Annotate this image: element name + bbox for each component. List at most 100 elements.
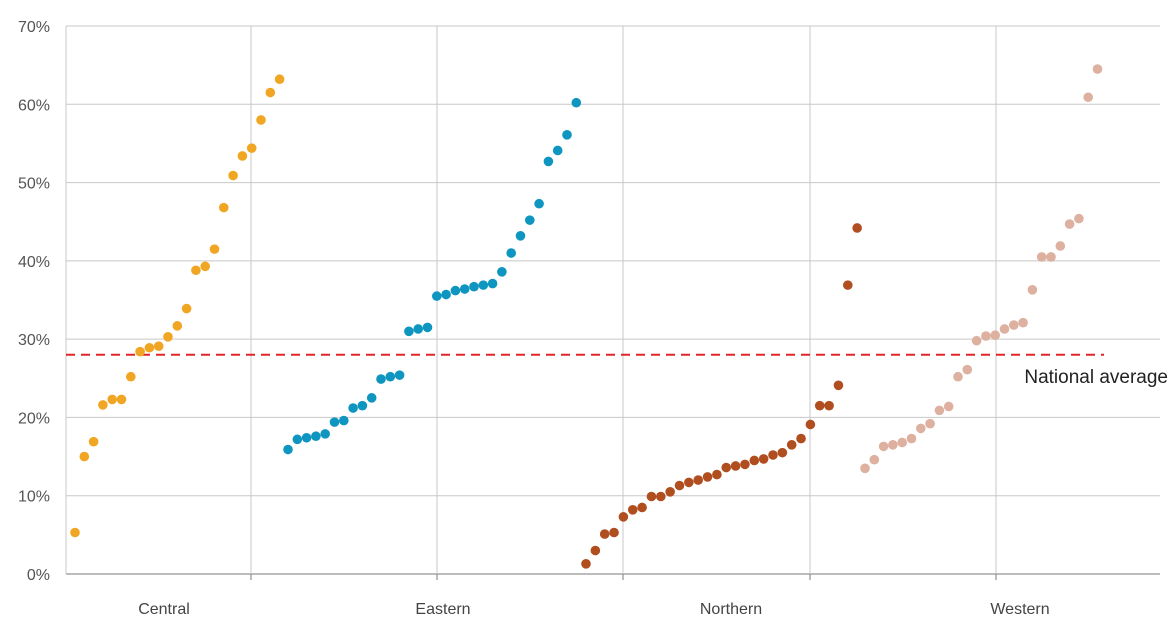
data-point-eastern (422, 322, 433, 333)
data-point-central (172, 321, 183, 331)
data-point-eastern (571, 97, 582, 108)
data-point-western (990, 330, 1000, 341)
y-tick-label: 40% (18, 254, 50, 271)
data-point-eastern (534, 198, 544, 209)
data-point-western (1092, 64, 1103, 74)
data-point-northern (581, 559, 591, 569)
data-point-eastern (404, 326, 414, 337)
data-point-central (126, 371, 136, 382)
y-tick-label: 20% (18, 410, 50, 427)
data-point-western (1018, 317, 1028, 328)
data-point-central (153, 341, 164, 351)
data-point-western (1036, 252, 1047, 262)
data-point-northern (674, 480, 685, 491)
data-point-eastern (525, 215, 535, 225)
data-point-central (191, 265, 201, 276)
data-point-eastern (459, 284, 470, 294)
data-point-central (98, 400, 108, 410)
data-point-western (1046, 252, 1056, 262)
data-point-central (228, 170, 238, 181)
data-point-western (888, 440, 898, 450)
data-point-western (1027, 285, 1038, 295)
category-label-central: Central (138, 601, 190, 618)
data-point-eastern (329, 417, 340, 427)
data-point-northern (777, 447, 788, 458)
data-point-central (209, 244, 220, 254)
data-point-eastern (283, 444, 293, 455)
data-point-eastern (357, 400, 368, 411)
data-point-eastern (487, 278, 498, 289)
data-point-central (70, 527, 80, 538)
data-point-western (925, 418, 935, 429)
data-point-eastern (469, 281, 479, 292)
data-point-eastern (320, 429, 331, 439)
data-point-central (181, 303, 192, 314)
data-point-northern (824, 400, 834, 411)
grid (65, 25, 1160, 580)
data-point-western (999, 324, 1010, 334)
data-point-eastern (339, 415, 349, 426)
data-point-central (246, 143, 257, 153)
data-point-northern (609, 527, 619, 538)
data-point-northern (805, 419, 816, 430)
national-average-label: National average (1024, 367, 1168, 388)
y-axis: 0% 10% 20% 30% 40% 50% 60% 70% (18, 19, 50, 584)
data-point-northern (665, 487, 675, 497)
national-average-line: National average (66, 353, 1168, 388)
data-point-northern (833, 380, 844, 391)
y-tick-label: 70% (18, 19, 50, 36)
data-point-eastern (441, 289, 451, 300)
data-point-western (878, 441, 889, 452)
data-point-northern (656, 491, 666, 502)
data-point-northern (712, 469, 722, 480)
data-point-eastern (506, 248, 516, 258)
data-point-northern (627, 505, 638, 515)
data-point-central (79, 451, 90, 462)
data-point-northern (814, 400, 825, 411)
data-point-central (274, 74, 285, 85)
data-point-northern (768, 450, 778, 460)
data-point-central (237, 151, 248, 161)
data-point-eastern (552, 145, 563, 156)
data-point-eastern (376, 374, 386, 384)
category-label-northern: Northern (700, 601, 762, 618)
y-tick-label: 0% (27, 567, 50, 584)
data-point-western (1064, 219, 1075, 229)
data-point-northern (721, 462, 732, 473)
data-point-western (943, 401, 954, 412)
y-tick-label: 50% (18, 176, 50, 193)
data-point-eastern (311, 431, 321, 442)
y-tick-label: 30% (18, 332, 50, 349)
data-point-northern (758, 454, 769, 464)
data-point-eastern (292, 434, 303, 445)
data-point-northern (749, 455, 760, 466)
data-point-eastern (348, 403, 358, 413)
data-point-northern (786, 440, 797, 450)
data-point-central (219, 202, 229, 213)
data-point-northern (637, 502, 647, 513)
data-point-western (953, 371, 963, 382)
category-label-western: Western (990, 601, 1049, 618)
data-point-northern (852, 223, 862, 233)
data-point-northern (646, 491, 657, 502)
data-point-central (88, 436, 99, 447)
data-point-western (981, 331, 991, 341)
data-point-northern (618, 512, 629, 522)
category-label-eastern: Eastern (415, 601, 470, 618)
data-point-eastern (515, 231, 526, 241)
data-points (70, 64, 1103, 569)
data-point-eastern (543, 156, 554, 167)
data-point-northern (599, 529, 610, 539)
y-tick-label: 10% (18, 489, 50, 506)
data-point-eastern (432, 291, 442, 301)
data-point-western (1074, 213, 1084, 224)
data-point-western (1055, 241, 1066, 251)
data-point-eastern (478, 280, 489, 290)
data-point-northern (684, 477, 694, 488)
data-point-western (897, 437, 907, 448)
data-point-eastern (301, 432, 312, 443)
data-point-central (163, 331, 173, 342)
data-point-northern (702, 472, 713, 482)
data-point-eastern (366, 393, 377, 403)
